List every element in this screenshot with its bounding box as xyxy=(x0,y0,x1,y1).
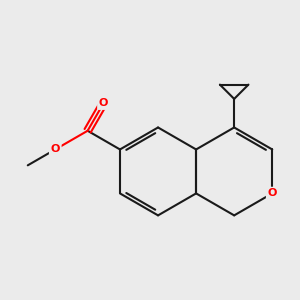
Text: O: O xyxy=(268,188,277,198)
Text: O: O xyxy=(51,145,60,154)
Text: O: O xyxy=(99,98,108,108)
